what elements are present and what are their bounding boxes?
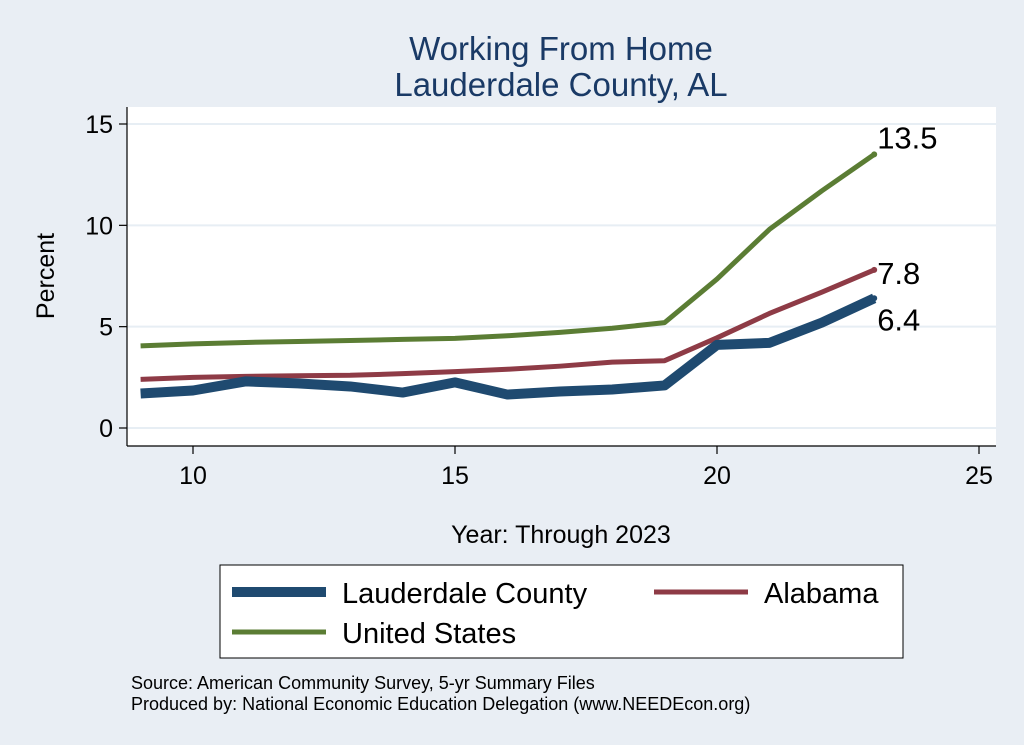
legend-box (219, 564, 904, 659)
legend: Lauderdale County Alabama United States (219, 564, 904, 659)
end-point-lauderdale-county (871, 295, 878, 302)
legend-label-united-states: United States (342, 618, 516, 650)
x-axis-title: Year: Through 2023 (451, 521, 671, 549)
legend-label-lauderdale-county: Lauderdale County (342, 578, 588, 610)
series-line-alabama (140, 267, 876, 382)
y-tick-label-10: 10 (85, 212, 113, 240)
end-labels: 6.4 7.8 13.5 (877, 120, 937, 337)
producer-note: Produced by: National Economic Education… (131, 694, 750, 714)
y-axis-title: Percent (32, 233, 60, 319)
y-tick-label-5: 5 (99, 314, 113, 342)
series-line-united-states (140, 152, 876, 349)
series-lines (140, 151, 878, 400)
legend-label-alabama: Alabama (764, 578, 879, 610)
axes: 0 5 10 15 10 15 20 25 (85, 107, 996, 490)
y-tick-label-15: 15 (85, 111, 113, 139)
x-tick-label-15: 15 (441, 462, 469, 490)
y-tick-label-0: 0 (99, 415, 113, 443)
x-tick-label-20: 20 (703, 462, 731, 490)
chart-title-line-2: Lauderdale County, AL (394, 66, 727, 103)
x-tick-label-25: 25 (965, 462, 993, 490)
end-point-alabama (871, 266, 878, 273)
end-label-united-states: 13.5 (877, 120, 937, 155)
end-label-alabama: 7.8 (877, 256, 920, 291)
chart-title-line-1: Working From Home (409, 30, 713, 67)
series-line-lauderdale-county (140, 293, 877, 400)
source-note: Source: American Community Survey, 5-yr … (131, 673, 595, 693)
end-label-lauderdale-county: 6.4 (877, 302, 920, 337)
end-point-united-states (871, 151, 878, 158)
grid-lines (127, 123, 996, 429)
x-tick-label-10: 10 (179, 462, 207, 490)
